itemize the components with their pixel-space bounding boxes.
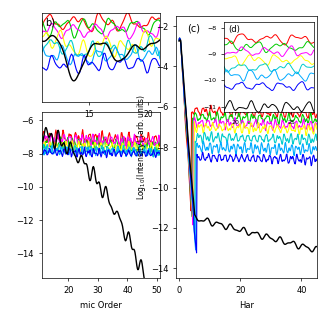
Y-axis label: Log$_{10}$(Intensity) (arb. units): Log$_{10}$(Intensity) (arb. units)	[135, 94, 148, 200]
X-axis label: mic Order: mic Order	[80, 300, 122, 309]
Text: b): b)	[45, 17, 55, 27]
X-axis label: Har: Har	[239, 300, 254, 309]
Text: (d): (d)	[228, 25, 240, 34]
Text: (c): (c)	[187, 24, 200, 34]
